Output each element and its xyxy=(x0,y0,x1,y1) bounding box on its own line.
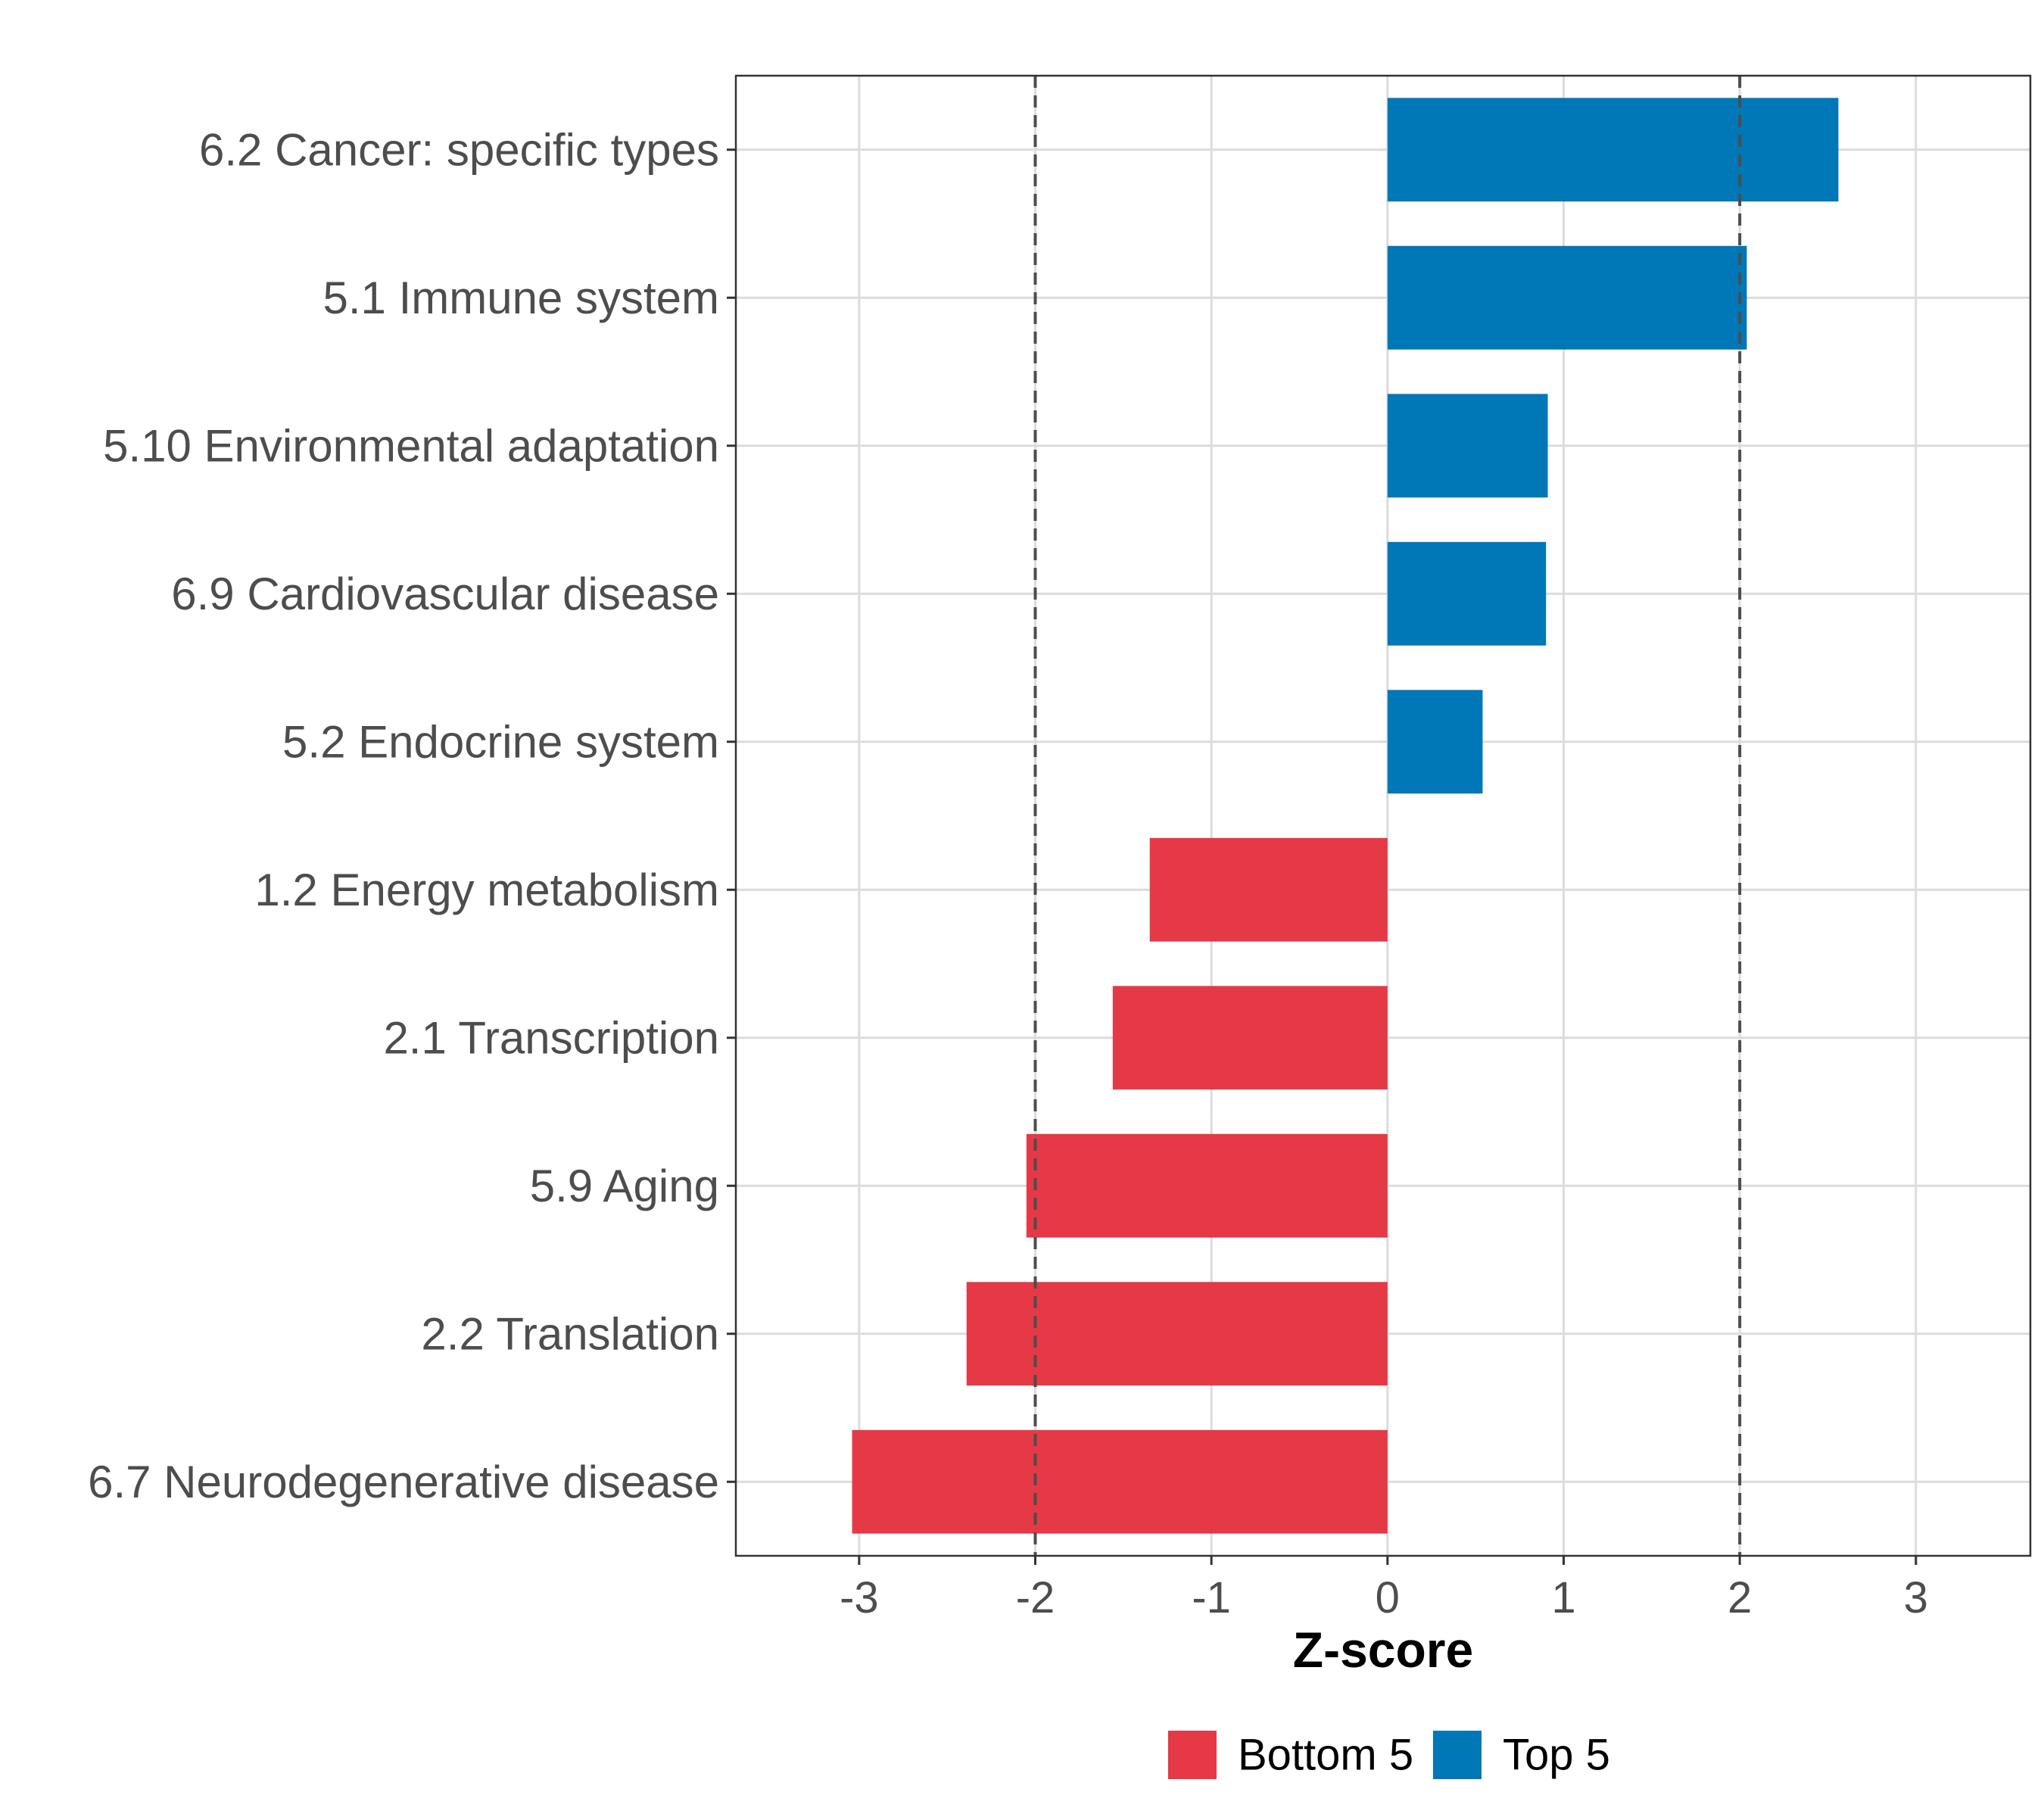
panel-border xyxy=(734,74,2032,1557)
y-tick-label: 5.10 Environmental adaptation xyxy=(103,420,719,471)
bars xyxy=(852,98,1839,1534)
y-tick-label: 2.2 Translation xyxy=(421,1308,719,1359)
x-tick-label: 3 xyxy=(1904,1573,1928,1622)
y-tick-label: 5.2 Endocrine system xyxy=(282,716,719,767)
legend-key xyxy=(1433,1731,1482,1779)
x-tick-label: 1 xyxy=(1551,1573,1575,1622)
legend: Bottom 5 Top 5 xyxy=(1168,1731,1610,1780)
y-tick-label: 6.2 Cancer: specific types xyxy=(199,124,719,175)
y-tick-label: 6.7 Neurodegenerative disease xyxy=(88,1457,719,1507)
bar xyxy=(966,1282,1388,1386)
legend-label: Top 5 xyxy=(1503,1731,1610,1780)
bar xyxy=(852,1429,1388,1534)
x-tick-label: 2 xyxy=(1728,1573,1752,1622)
legend-label: Bottom 5 xyxy=(1238,1731,1413,1780)
x-axis-title: Z-score xyxy=(1293,1622,1473,1678)
x-tick-label: -2 xyxy=(1016,1573,1055,1622)
legend-key xyxy=(1168,1731,1217,1779)
bar xyxy=(1387,541,1547,646)
bar xyxy=(1387,394,1548,498)
y-tick-label: 6.9 Cardiovascular disease xyxy=(171,569,719,619)
reference-lines xyxy=(1033,76,1742,1556)
bar xyxy=(1387,690,1483,794)
bar xyxy=(1387,98,1839,202)
y-tick-label: 1.2 Energy metabolism xyxy=(254,865,719,915)
y-tick-label: 5.9 Aging xyxy=(530,1161,719,1211)
bar xyxy=(1149,837,1388,942)
y-tick-label: 2.1 Transcription xyxy=(383,1012,719,1063)
bar xyxy=(1026,1133,1388,1238)
bar xyxy=(1387,245,1747,350)
x-tick-label: -3 xyxy=(840,1573,879,1622)
axes: 6.2 Cancer: specific types 5.1 Immune sys… xyxy=(88,124,1928,1622)
bar xyxy=(1112,986,1388,1090)
x-tick-label: 0 xyxy=(1376,1573,1400,1622)
x-tick-label: -1 xyxy=(1192,1573,1231,1622)
y-tick-label: 5.1 Immune system xyxy=(322,273,719,323)
